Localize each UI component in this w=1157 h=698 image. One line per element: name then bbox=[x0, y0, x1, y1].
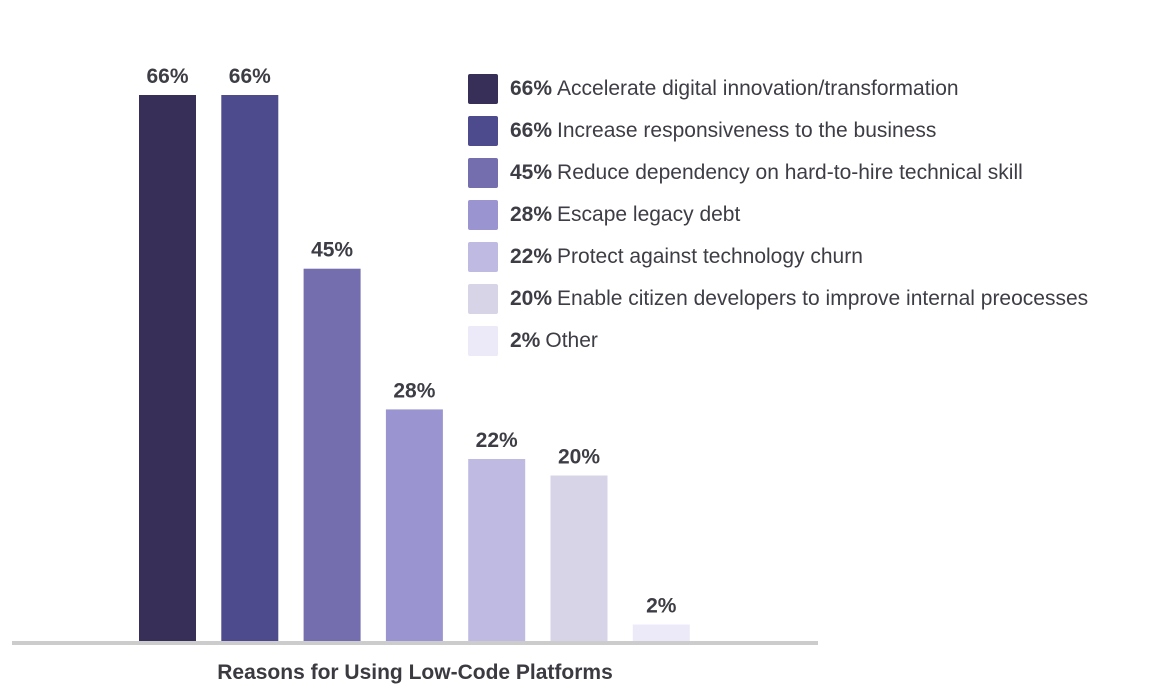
bar-value-label-7: 2% bbox=[646, 595, 677, 618]
legend-value: 22% bbox=[510, 245, 553, 268]
bar-value-label-2: 66% bbox=[229, 65, 271, 88]
bar-1 bbox=[139, 95, 196, 641]
legend-item: 66% Accelerate digital innovation/transfo… bbox=[468, 74, 1148, 104]
legend-text: 66% Increase responsiveness to the busine… bbox=[510, 119, 936, 143]
bar-3 bbox=[303, 268, 361, 641]
legend-swatch bbox=[468, 74, 498, 104]
bar-5 bbox=[468, 459, 526, 641]
bar-value-label-4: 28% bbox=[393, 379, 435, 402]
legend-text: 2% Other bbox=[510, 329, 598, 353]
legend-swatch bbox=[468, 284, 498, 314]
legend-swatch bbox=[468, 158, 498, 188]
legend-swatch bbox=[468, 242, 498, 272]
bar-2 bbox=[221, 95, 279, 641]
legend-text: 22% Protect against technology churn bbox=[510, 245, 863, 269]
bar-value-label-5: 22% bbox=[476, 429, 518, 452]
bar-value-label-1: 66% bbox=[146, 65, 188, 88]
legend-label: Enable citizen developers to improve int… bbox=[557, 287, 1089, 310]
legend-label: Protect against technology churn bbox=[557, 245, 863, 268]
bar-value-label-6: 20% bbox=[558, 446, 600, 469]
bar-7 bbox=[632, 624, 690, 641]
legend-item: 20% Enable citizen developers to improve … bbox=[468, 284, 1148, 314]
x-axis-title: Reasons for Using Low-Code Platforms bbox=[217, 661, 613, 684]
legend-label: Accelerate digital innovation/transforma… bbox=[557, 77, 959, 100]
legend-label: Escape legacy debt bbox=[557, 203, 741, 226]
bar-4 bbox=[385, 409, 443, 641]
legend: 66% Accelerate digital innovation/transfo… bbox=[468, 74, 1148, 368]
legend-text: 66% Accelerate digital innovation/transfo… bbox=[510, 77, 959, 101]
legend-item: 28% Escape legacy debt bbox=[468, 200, 1148, 230]
legend-item: 66% Increase responsiveness to the busine… bbox=[468, 116, 1148, 146]
legend-text: 20% Enable citizen developers to improve … bbox=[510, 287, 1088, 311]
legend-swatch bbox=[468, 116, 498, 146]
legend-value: 20% bbox=[510, 287, 553, 310]
legend-value: 66% bbox=[510, 119, 553, 142]
legend-swatch bbox=[468, 326, 498, 356]
legend-item: 22% Protect against technology churn bbox=[468, 242, 1148, 272]
legend-swatch bbox=[468, 200, 498, 230]
legend-item: 2% Other bbox=[468, 326, 1148, 356]
bars bbox=[139, 95, 690, 641]
legend-text: 45% Reduce dependency on hard-to-hire tec… bbox=[510, 161, 1023, 185]
legend-value: 66% bbox=[510, 77, 553, 100]
legend-value: 28% bbox=[510, 203, 553, 226]
bar-value-label-3: 45% bbox=[311, 239, 353, 262]
legend-label: Reduce dependency on hard-to-hire techni… bbox=[557, 161, 1023, 184]
bar-6 bbox=[550, 475, 608, 641]
legend-value: 2% bbox=[510, 329, 541, 352]
legend-value: 45% bbox=[510, 161, 553, 184]
legend-label: Increase responsiveness to the business bbox=[557, 119, 937, 142]
legend-label: Other bbox=[545, 329, 598, 352]
legend-text: 28% Escape legacy debt bbox=[510, 203, 740, 227]
legend-item: 45% Reduce dependency on hard-to-hire tec… bbox=[468, 158, 1148, 188]
bar-value-labels: 66% 66% 45% 28% 22% 20% 2% bbox=[146, 65, 676, 618]
